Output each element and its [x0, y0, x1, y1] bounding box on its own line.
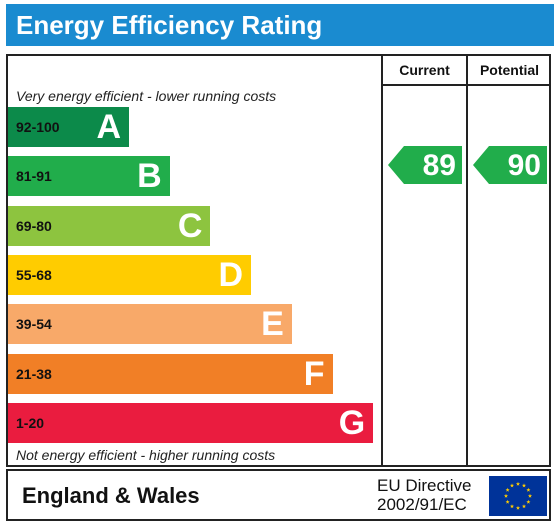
band-b: 81-91 B: [8, 156, 170, 197]
top-efficiency-note: Very energy efficient - lower running co…: [16, 88, 277, 104]
eu-flag-icon: [489, 476, 547, 516]
band-a: 92-100 A: [8, 107, 129, 147]
potential-column-header: Potential: [479, 62, 540, 78]
column-header-divider: [383, 84, 551, 86]
potential-rating-arrow-shape: [473, 146, 547, 185]
band-range-label: 55-68: [16, 266, 52, 283]
band-letter-label: B: [137, 157, 162, 196]
eu-star-icon: [505, 487, 510, 492]
eu-star-icon: [509, 504, 515, 509]
current-rating-arrow: 89: [388, 146, 462, 185]
band-range-label: 69-80: [16, 217, 52, 234]
eu-star-icon: [505, 499, 510, 504]
band-c: 69-80 C: [8, 205, 211, 246]
eu-star-icon: [509, 483, 515, 488]
band-f: 21-38 F: [8, 353, 333, 394]
chart-title: Energy Efficiency Rating: [16, 10, 323, 40]
current-rating-arrow-shape: [388, 146, 462, 185]
band-range-label: 39-54: [16, 316, 52, 333]
bottom-efficiency-note: Not energy efficient - higher running co…: [16, 447, 276, 463]
current-column-divider: [381, 54, 383, 467]
band-letter-label: D: [218, 255, 244, 294]
band-letter-label: C: [177, 206, 203, 245]
band-letter-label: A: [96, 108, 121, 146]
eu-directive: EU Directive 2002/91/EC: [377, 476, 471, 514]
potential-rating-arrow: 90: [473, 146, 547, 185]
eu-star-icon: [526, 487, 531, 492]
directive-line-2: 2002/91/EC: [377, 495, 467, 514]
eu-star-icon: [527, 493, 533, 498]
footer: England & Wales EU Directive 2002/91/EC: [6, 469, 551, 521]
eu-star-icon: [526, 499, 531, 504]
band-range-label: 92-100: [16, 119, 60, 135]
band-d: 55-68 D: [8, 254, 252, 295]
band-letter-label: G: [338, 403, 366, 442]
band-range-label: 1-20: [16, 414, 45, 431]
current-rating-arrow-value: 89: [422, 149, 456, 183]
potential-rating-arrow-value: 90: [507, 149, 541, 183]
current-column-header: Current: [399, 62, 450, 78]
region-label: England & Wales: [22, 483, 200, 508]
eu-star-icon: [515, 481, 521, 486]
band-e: 39-54 E: [8, 304, 292, 345]
band-range-label: 81-91: [16, 168, 52, 185]
title-bar: Energy Efficiency Rating: [6, 4, 554, 46]
directive-line-1: EU Directive: [377, 476, 472, 495]
eu-star-icon: [515, 505, 521, 510]
band-letter-label: F: [303, 354, 325, 393]
eu-star-icon: [521, 504, 527, 509]
band-range-label: 21-38: [16, 365, 52, 382]
band-g: 1-20 G: [8, 402, 374, 443]
rating-frame: [6, 54, 551, 467]
eu-star-icon: [503, 493, 509, 498]
eu-star-icon: [521, 483, 527, 488]
band-letter-label: E: [261, 305, 284, 344]
potential-column-divider: [466, 54, 468, 467]
